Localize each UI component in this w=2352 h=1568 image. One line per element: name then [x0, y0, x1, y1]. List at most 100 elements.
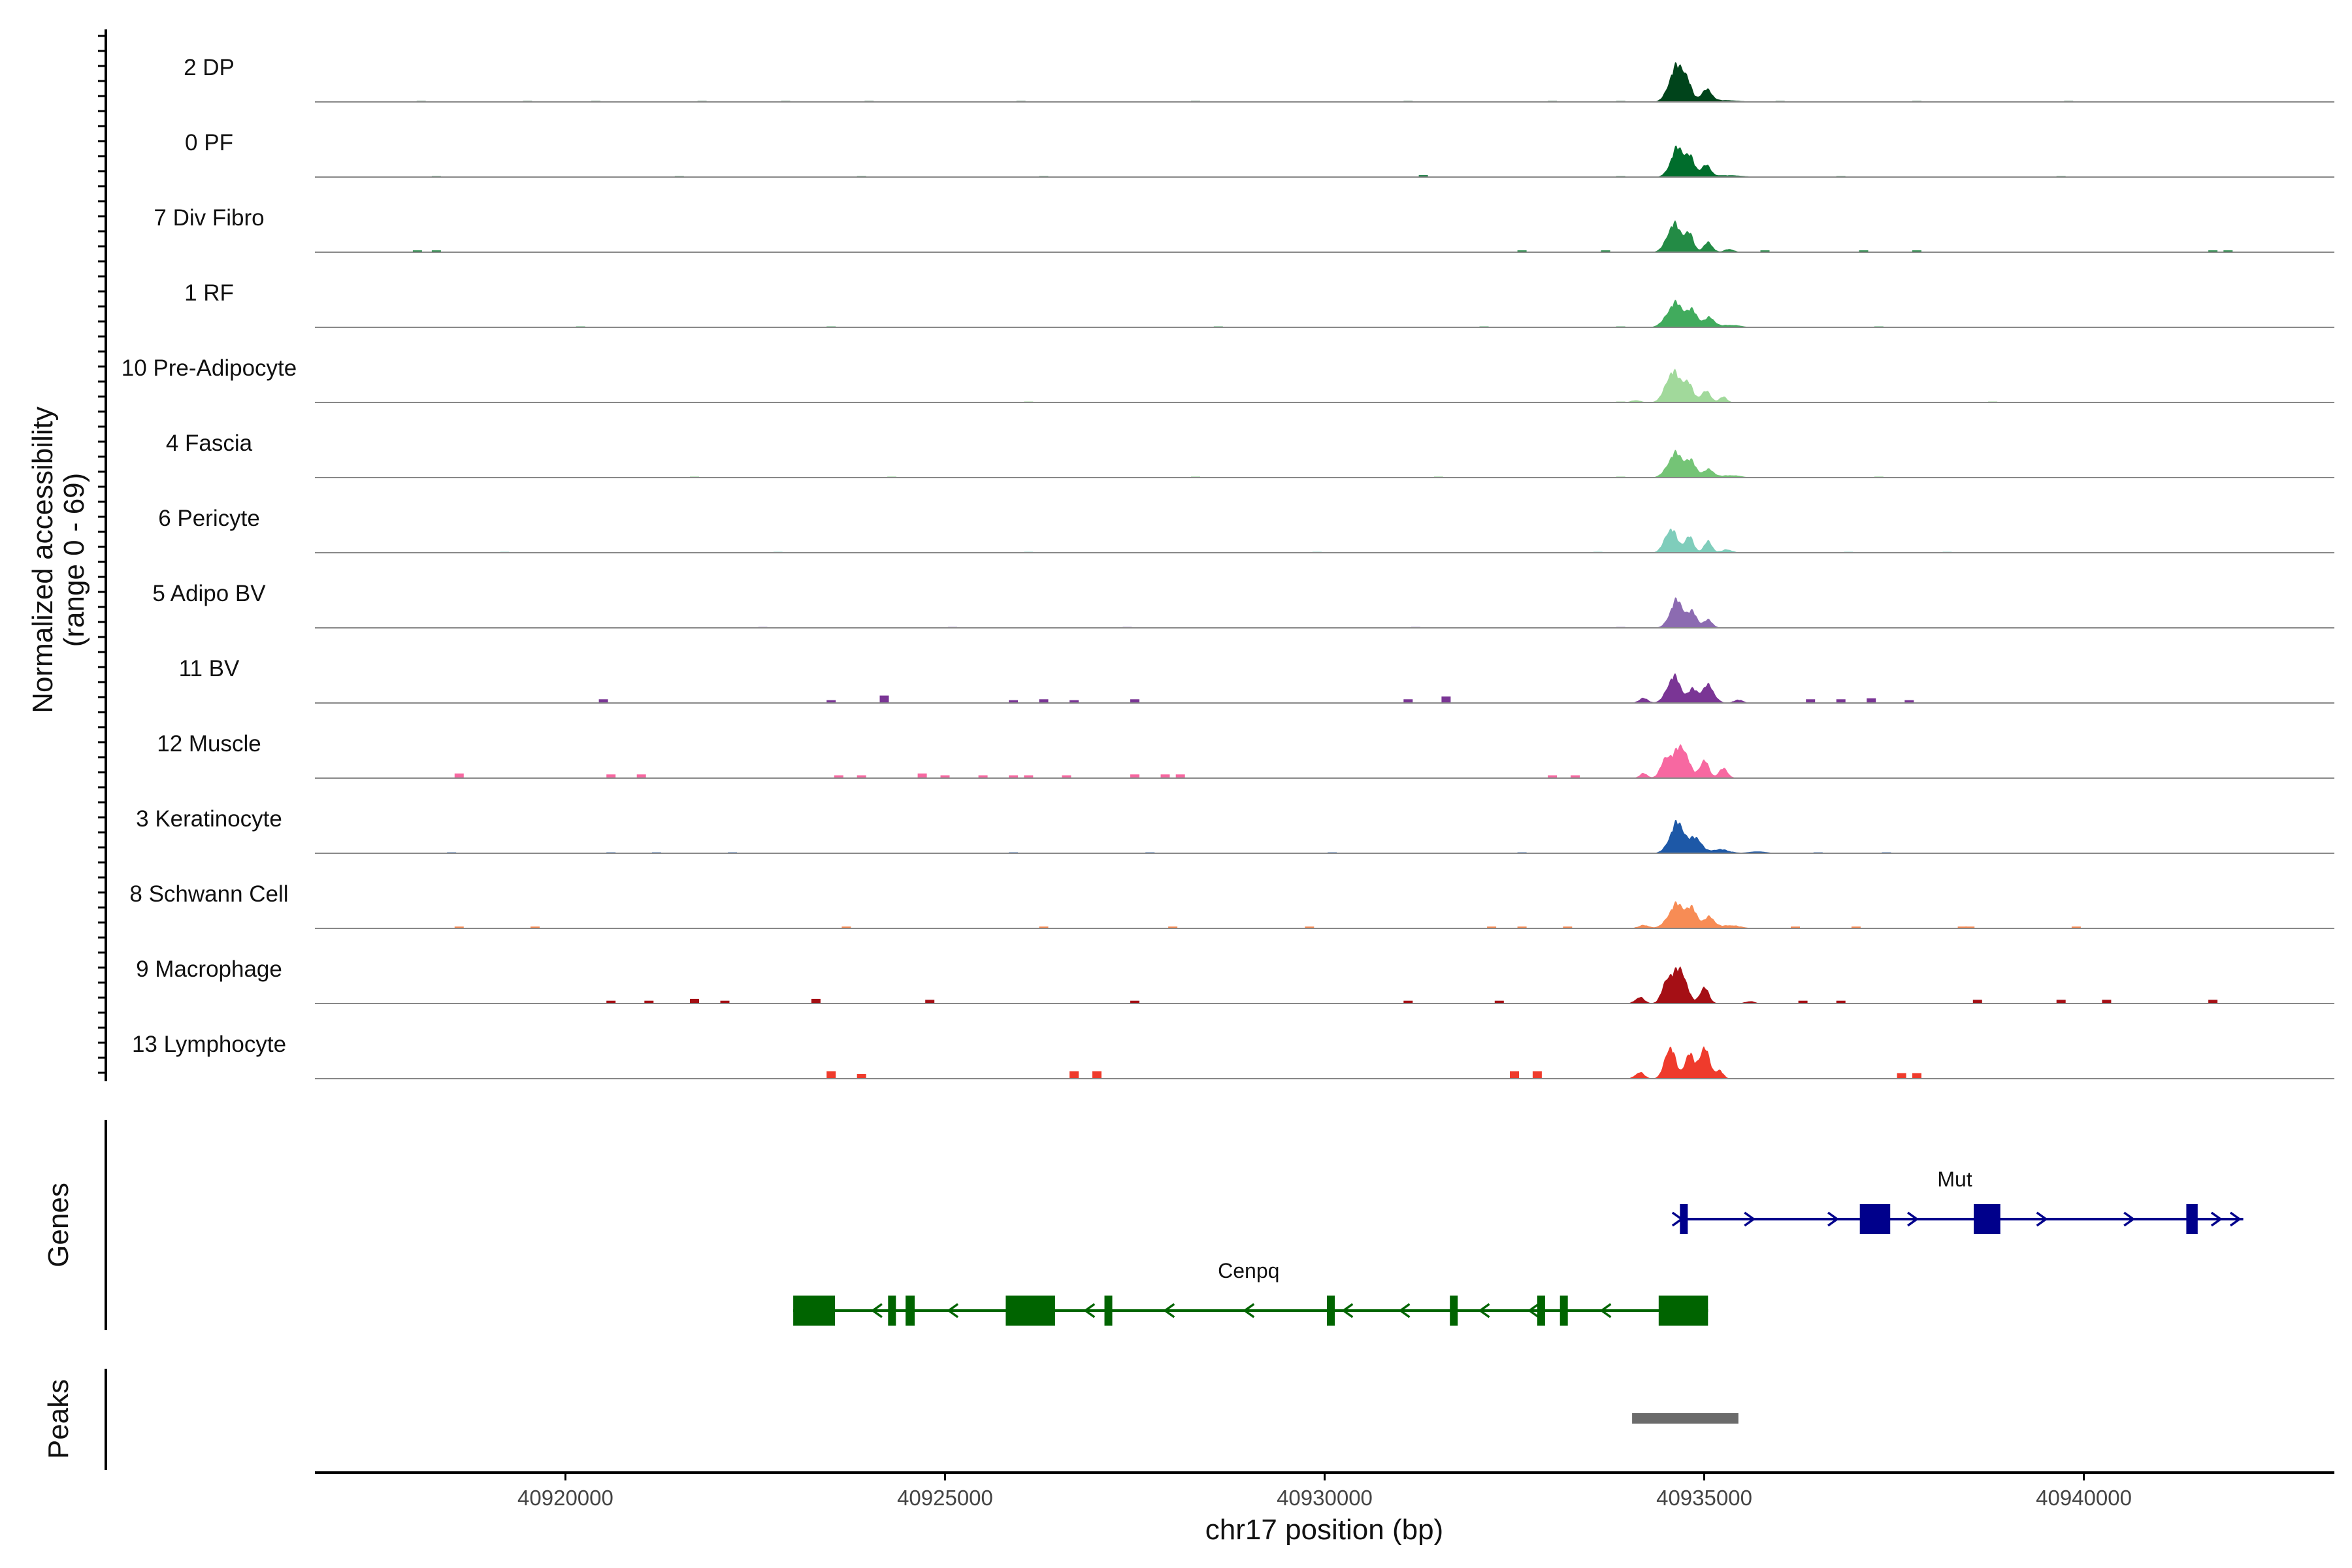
- coverage-area: [315, 820, 2334, 853]
- strand-arrow: [1083, 1303, 1096, 1318]
- coverage-blip: [841, 926, 851, 928]
- coverage-blip: [1904, 700, 1914, 703]
- coverage-blip: [811, 998, 821, 1004]
- coverage-area: [315, 673, 2334, 703]
- gene-exon: [1450, 1296, 1458, 1326]
- strand-arrow: [1827, 1211, 1840, 1227]
- track-label: 7 Div Fibro: [154, 205, 264, 231]
- x-tick-label: 40925000: [897, 1486, 993, 1510]
- gene-exon: [906, 1296, 915, 1326]
- coverage-track: 7 Div Fibro: [154, 205, 2334, 253]
- coverage-blip: [454, 926, 464, 928]
- gene-exon: [793, 1296, 835, 1326]
- gene-annotation-panel: Mut Cenpq: [793, 1168, 2244, 1326]
- coverage-track: 6 Pericyte: [158, 506, 2334, 553]
- peaks-panel: [1632, 1413, 1739, 1424]
- track-label: 0 PF: [185, 130, 233, 155]
- coverage-area: [315, 743, 2334, 778]
- coverage-blip: [1798, 1000, 1808, 1004]
- strand-arrow: [2229, 1211, 2242, 1227]
- coverage-area: [315, 220, 2334, 252]
- coverage-blip: [1571, 775, 1580, 778]
- coverage-blip: [2102, 1000, 2112, 1004]
- coverage-blip: [1418, 175, 1428, 177]
- coverage-blip: [1062, 775, 1071, 778]
- track-label: 12 Muscle: [157, 731, 261, 757]
- coverage-blip: [1517, 926, 1527, 928]
- coverage-blip: [1912, 1073, 1921, 1079]
- coverage-blip: [1957, 926, 1967, 928]
- coverage-blip: [1867, 698, 1876, 703]
- strand-arrow: [1478, 1303, 1490, 1318]
- gene-exon: [1859, 1204, 1891, 1234]
- coverage-blip: [1160, 774, 1170, 778]
- coverage-area: [315, 529, 2334, 553]
- coverage-blip: [1517, 250, 1527, 252]
- coverage-track: 1 RF: [184, 280, 2334, 328]
- coverage-area: [315, 368, 2334, 402]
- track-label: 13 Lymphocyte: [132, 1032, 286, 1057]
- track-label: 1 RF: [184, 280, 234, 306]
- y-axis-title: Normalized accessibility: [27, 406, 59, 713]
- coverage-blip: [1897, 1073, 1906, 1079]
- coverage-blip: [1305, 926, 1315, 928]
- strand-arrow: [2123, 1211, 2136, 1227]
- coverage-blip: [644, 1000, 654, 1004]
- x-axis-title: chr17 position (bp): [1205, 1514, 1443, 1546]
- genes-panel-label: Genes: [42, 1183, 74, 1267]
- gene-exon: [1974, 1204, 2001, 1234]
- coverage-tracks: 2 DP 0 PF 7 Div Fibro 1 RF 10 Pre-Adipocyte 4…: [122, 55, 2334, 1079]
- coverage-blip: [879, 695, 889, 703]
- coverage-blip: [1175, 774, 1185, 778]
- track-label: 2 DP: [184, 55, 235, 80]
- track-label: 6 Pericyte: [158, 506, 260, 531]
- peak-region: [1632, 1413, 1739, 1424]
- coverage-blip: [2071, 926, 2081, 928]
- track-label: 11 BV: [179, 656, 240, 681]
- y-axis: [98, 29, 107, 1081]
- coverage-blip: [1009, 700, 1019, 703]
- coverage-track: 11 BV: [179, 656, 2334, 704]
- gene-exon: [1005, 1296, 1055, 1326]
- gene-model: Cenpq: [793, 1259, 1708, 1326]
- coverage-track: 8 Schwann Cell: [129, 881, 2334, 929]
- coverage-blip: [1403, 1000, 1413, 1004]
- track-label: 4 Fascia: [166, 431, 253, 456]
- coverage-area: [315, 966, 2334, 1004]
- strand-arrow: [1527, 1303, 1540, 1318]
- coverage-blip: [1972, 1000, 1982, 1004]
- coverage-blip: [636, 774, 646, 778]
- coverage-track: 3 Keratinocyte: [136, 806, 2334, 854]
- coverage-area: [315, 901, 2334, 928]
- coverage-blip: [2223, 250, 2233, 252]
- coverage-blip: [1859, 250, 1869, 252]
- coverage-blip: [1965, 926, 1975, 928]
- coverage-blip: [1836, 699, 1846, 703]
- y-axis-range: (range 0 - 69): [58, 473, 90, 647]
- coverage-blip: [1510, 1071, 1519, 1079]
- coverage-blip: [1806, 699, 1816, 703]
- track-label: 3 Keratinocyte: [136, 806, 282, 832]
- coverage-blip: [857, 775, 866, 778]
- coverage-blip: [720, 1000, 730, 1004]
- coverage-blip: [606, 774, 616, 778]
- coverage-blip: [690, 998, 699, 1004]
- coverage-blip: [1070, 700, 1079, 703]
- coverage-area: [315, 597, 2334, 628]
- coverage-area: [315, 145, 2334, 177]
- coverage-blip: [1092, 1071, 1102, 1079]
- gene-exon: [888, 1296, 896, 1326]
- coverage-track: 4 Fascia: [166, 431, 2334, 478]
- coverage-blip: [431, 250, 441, 252]
- coverage-blip: [1760, 250, 1770, 252]
- coverage-track: 2 DP: [184, 55, 2334, 103]
- coverage-blip: [1168, 926, 1178, 928]
- coverage-track: 9 Macrophage: [136, 956, 2334, 1004]
- coverage-blip: [1791, 926, 1800, 928]
- gene-exon: [2186, 1204, 2198, 1234]
- coverage-blip: [1851, 926, 1861, 928]
- coverage-track: 12 Muscle: [157, 731, 2334, 779]
- gene-exon: [1537, 1296, 1545, 1326]
- track-label: 5 Adipo BV: [152, 581, 266, 606]
- coverage-blip: [1130, 774, 1139, 778]
